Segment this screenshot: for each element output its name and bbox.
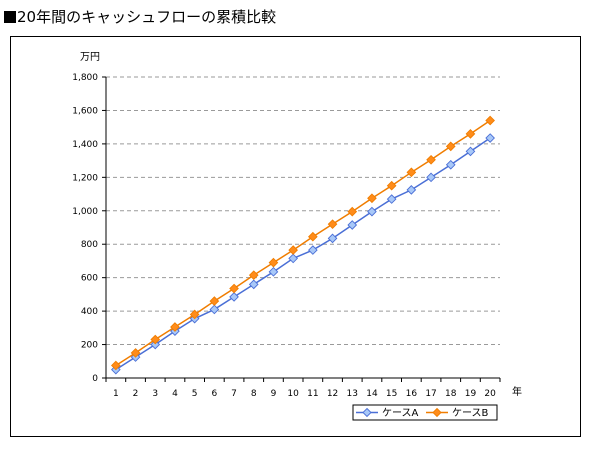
data-point-marker [248,270,259,280]
data-point-marker [268,257,279,268]
series-b [111,115,495,371]
legend-marker-icon [432,407,442,418]
x-tick-label: 15 [386,389,397,399]
series-line [115,137,491,371]
y-tick-labels: 0 200 400 600 800 1,000 1,200 1,400 1,600 1,800 [72,73,106,384]
page-title: 20年間のキャッシュフローの累積比較 [4,6,276,27]
x-tick-label: 14 [366,389,378,399]
y-tick-label: 1,000 [72,207,98,217]
series-a [111,133,495,375]
grid-lines [106,76,500,346]
x-tick-label: 3 [152,389,158,399]
data-point-marker [367,193,377,204]
data-point-marker [130,348,141,358]
x-tick-label: 16 [406,389,418,399]
x-tick-label: 19 [465,389,477,399]
x-tick-label: 7 [231,389,237,399]
data-point-marker [308,245,318,255]
data-point-marker [150,334,161,345]
data-point-marker [327,233,338,244]
x-tick-label: 4 [172,389,178,399]
data-point-marker [308,231,318,242]
data-point-marker [150,339,161,350]
data-point-marker [288,245,298,255]
y-tick-label: 800 [81,240,98,250]
y-axis-unit-label: 万円 [80,52,100,63]
series-layer [111,115,495,375]
x-tick-label: 11 [307,389,318,399]
x-axis-unit-label: 年 [512,385,522,398]
data-point-marker [445,141,456,152]
data-point-marker [170,322,180,332]
x-tick-label: 5 [192,389,198,399]
data-point-marker [465,146,476,157]
y-tick-label: 200 [81,341,98,351]
y-tick-label: 0 [92,374,98,384]
data-point-marker [189,309,200,320]
x-tick-label: 9 [271,389,277,399]
title-bullet-icon [4,11,16,23]
data-point-marker [347,220,358,230]
x-tick-label: 1 [113,389,119,399]
data-point-marker [209,304,220,315]
y-tick-label: 1,600 [72,106,98,116]
legend-box [352,404,498,421]
x-tick-label: 18 [445,389,457,399]
data-point-marker [426,154,436,165]
data-point-marker [406,185,417,195]
x-tick-label: 13 [347,389,358,399]
y-tick-label: 1,200 [72,173,98,183]
x-tick-label: 6 [211,389,217,399]
data-point-marker [386,194,397,204]
page-title-text: 20年間のキャッシュフローの累積比較 [17,8,277,26]
series-line [115,119,491,367]
legend-label: ケースB [452,407,488,419]
data-point-marker [485,115,495,126]
data-point-marker [426,172,436,183]
x-tick-label: 17 [425,389,436,399]
data-point-marker [347,206,358,217]
legend-item: ケースB [426,407,488,419]
data-point-marker [327,219,338,229]
y-tick-label: 1,400 [72,140,98,150]
data-point-marker [485,133,495,143]
y-tick-label: 600 [81,274,98,284]
legend-label: ケースA [382,407,418,419]
x-tick-labels: 1 2 3 4 5 6 7 8 9 10 11 12 13 14 15 16 17 18 19 20 [105,378,501,399]
y-tick-label: 400 [81,307,98,317]
data-point-marker [209,296,220,306]
data-point-marker [229,283,239,294]
x-tick-label: 8 [251,389,257,399]
data-point-marker [406,167,417,178]
chart-frame [10,36,581,437]
legend-marker-icon [362,407,372,418]
x-tick-label: 10 [287,389,299,399]
y-tick-label: 1,800 [72,73,98,83]
data-point-marker [248,279,259,290]
data-point-marker [288,253,298,264]
data-point-marker [111,360,121,371]
data-point-marker [465,129,476,139]
legend: ケースA ケースB [352,404,498,421]
data-point-marker [268,266,279,277]
legend-item: ケースA [356,407,418,419]
data-point-marker [386,180,397,191]
data-point-marker [367,206,377,217]
x-tick-label: 12 [327,389,338,399]
x-tick-label: 2 [133,389,139,399]
x-tick-label: 20 [484,389,496,399]
data-point-marker [445,159,456,170]
data-point-marker [229,292,239,302]
